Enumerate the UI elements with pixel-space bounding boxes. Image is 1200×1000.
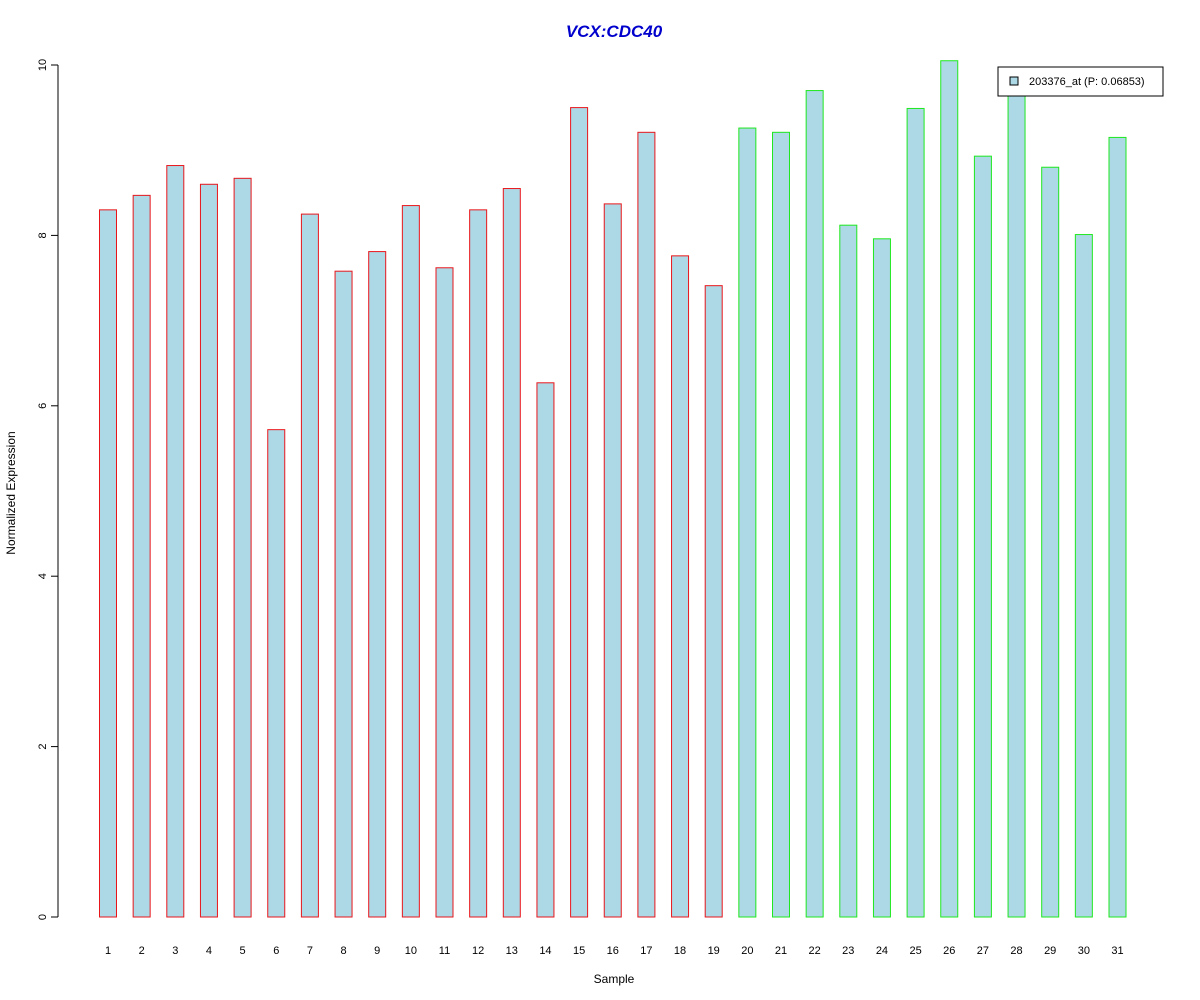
bar-sample-24 [872, 238, 891, 918]
x-tick-label: 23 [842, 945, 854, 957]
bar-sample-21 [772, 131, 790, 918]
x-tick-label: 21 [775, 945, 787, 957]
x-tick-label: 11 [439, 945, 450, 957]
chart-title: VCX:CDC40 [566, 22, 663, 41]
x-tick-label: 3 [172, 945, 178, 957]
bar-sample-16 [603, 203, 622, 918]
x-tick-labels: 1 2 3 4 5 6 7 8 9 10 11 12 13 14 15 16 17 18 19 20 21 22 23 24 2… [105, 945, 1124, 957]
x-tick-label: 15 [573, 945, 585, 957]
bars-group [99, 60, 1127, 918]
x-tick-label: 16 [607, 945, 619, 957]
legend-box [997, 66, 1164, 97]
y-tick-label: 10 [37, 59, 49, 71]
x-axis-title: Sample [594, 972, 635, 986]
x-tick-label: 6 [273, 945, 279, 957]
bar-sample-1 [99, 209, 117, 918]
y-tick-label: 0 [37, 914, 49, 920]
x-tick-label: 19 [708, 945, 720, 957]
y-tick-label: 4 [37, 573, 49, 579]
bar-sample-22 [805, 90, 824, 918]
bar-sample-7 [300, 213, 319, 918]
x-tick-label: 9 [374, 945, 380, 957]
y-axis-title: Normalized Expression [4, 431, 18, 554]
x-tick-label: 7 [307, 945, 313, 957]
x-tick-label: 2 [139, 945, 145, 957]
bar-sample-30 [1074, 234, 1093, 918]
y-tick-label: 6 [37, 403, 49, 409]
x-tick-label: 12 [472, 945, 484, 957]
x-tick-label: 29 [1044, 945, 1056, 957]
x-tick-label: 25 [909, 945, 921, 957]
bar-sample-18 [671, 255, 690, 918]
x-tick-label: 27 [977, 945, 989, 957]
bar-sample-19 [704, 285, 723, 918]
bar-sample-20 [738, 127, 757, 918]
x-tick-label: 5 [240, 945, 246, 957]
x-tick-label: 18 [674, 945, 686, 957]
x-tick-label: 13 [506, 945, 518, 957]
bar-sample-2 [132, 194, 151, 918]
bar-sample-23 [839, 224, 858, 918]
legend-label: 203376_at (P: 0.06853) [1029, 76, 1145, 88]
x-tick-label: 28 [1010, 945, 1022, 957]
x-tick-label: 31 [1111, 945, 1123, 957]
legend-swatch [1009, 76, 1019, 86]
bar-sample-17 [637, 131, 656, 918]
x-tick-label: 17 [640, 945, 652, 957]
bar-sample-14 [536, 382, 555, 918]
bar-sample-27 [973, 155, 992, 918]
x-tick-label: 20 [741, 945, 753, 957]
x-tick-label: 14 [539, 945, 551, 957]
bar-sample-3 [166, 165, 185, 918]
bar-sample-6 [267, 429, 286, 918]
bar-sample-25 [906, 107, 925, 918]
bar-sample-8 [334, 270, 353, 918]
y-tick-label: 8 [37, 232, 49, 238]
bar-sample-28 [1007, 86, 1026, 918]
y-tick-label: 2 [37, 744, 49, 750]
x-tick-label: 30 [1078, 945, 1090, 957]
x-tick-label: 1 [105, 945, 111, 957]
x-tick-label: 24 [876, 945, 888, 957]
x-tick-label: 8 [340, 945, 346, 957]
bar-sample-13 [502, 188, 521, 918]
x-tick-label: 26 [943, 945, 955, 957]
bar-sample-12 [469, 209, 488, 918]
legend: 203376_at (P: 0.06853) [997, 66, 1164, 97]
bar-sample-15 [570, 107, 589, 918]
x-tick-label: 4 [206, 945, 212, 957]
bar-sample-10 [401, 205, 420, 918]
bar-sample-29 [1041, 166, 1060, 918]
bar-sample-11 [435, 267, 454, 918]
bar-sample-26 [940, 60, 959, 918]
x-tick-label: 10 [405, 945, 417, 957]
bar-sample-4 [199, 183, 218, 918]
x-tick-label: 22 [809, 945, 821, 957]
bar-sample-31 [1108, 136, 1127, 918]
bar-sample-9 [368, 251, 387, 918]
y-axis: 0 2 4 6 8 10 [37, 59, 59, 920]
bar-sample-5 [233, 177, 252, 918]
